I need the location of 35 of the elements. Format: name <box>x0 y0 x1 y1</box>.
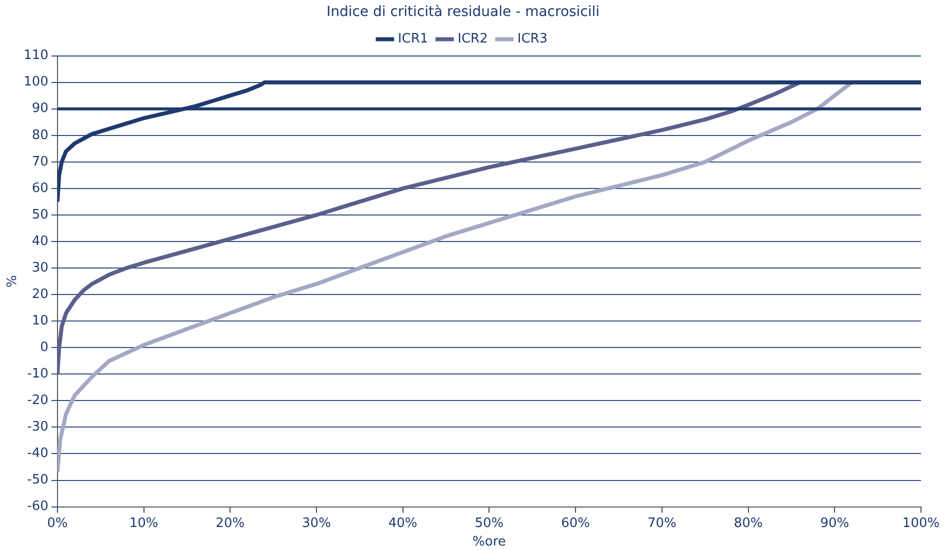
x-tick-label: 10% <box>129 516 158 531</box>
y-tick-label: -50 <box>27 472 48 488</box>
x-tick-label: 20% <box>216 516 245 531</box>
y-axis-title: % <box>5 275 20 288</box>
y-tick-label: -30 <box>27 420 48 435</box>
x-tick-label: 50% <box>474 516 504 531</box>
x-tick-label: 70% <box>647 516 676 531</box>
y-tick-label: -60 <box>27 499 48 514</box>
y-tick-label: 110 <box>24 48 48 64</box>
x-tick-label: 0% <box>47 516 68 531</box>
y-tick-label: 30 <box>32 260 48 276</box>
y-tick-label: -40 <box>27 446 48 462</box>
y-tick-label: 10 <box>32 313 48 328</box>
x-tick-label: 80% <box>734 516 763 531</box>
y-tick-label: 90 <box>32 101 48 116</box>
legend-label: ICR2 <box>458 32 488 47</box>
y-tick-label: -20 <box>27 393 48 408</box>
y-tick-label: 80 <box>32 128 48 143</box>
x-tick-label: 30% <box>302 516 331 531</box>
y-tick-label: 100 <box>24 74 48 90</box>
x-tick-label: 90% <box>820 516 850 531</box>
y-tick-label: -10 <box>27 366 48 382</box>
y-tick-label: 70 <box>32 154 48 170</box>
y-tick-label: 50 <box>32 207 48 222</box>
x-tick-label: 40% <box>388 516 418 531</box>
legend-label: ICR3 <box>517 32 548 47</box>
y-tick-label: 0 <box>40 340 48 355</box>
x-tick-label: 100% <box>902 516 940 531</box>
y-tick-label: 20 <box>32 286 48 302</box>
y-tick-label: 40 <box>32 234 48 249</box>
chart-title: Indice di criticità residuale - macrosicili <box>326 4 600 20</box>
x-tick-label: 60% <box>561 516 590 531</box>
x-axis-title: %ore <box>472 534 506 550</box>
legend-label: ICR1 <box>398 32 428 47</box>
y-tick-label: 60 <box>32 180 48 196</box>
